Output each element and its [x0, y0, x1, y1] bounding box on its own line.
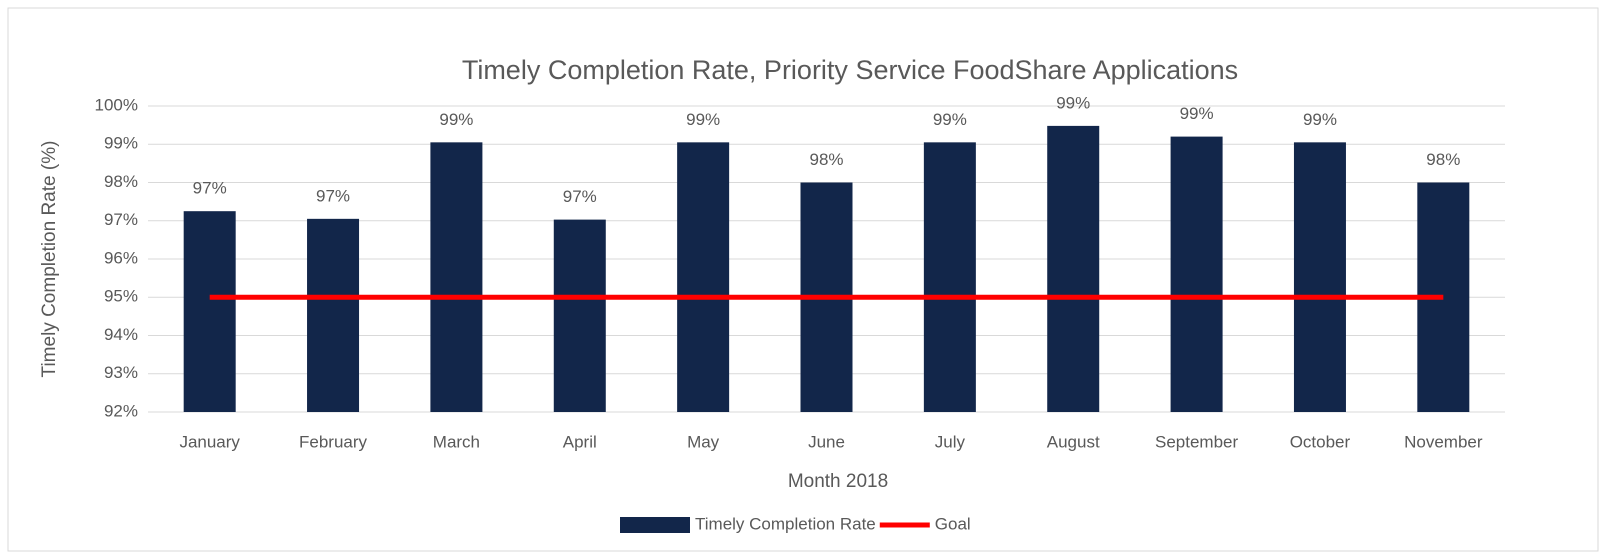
bar	[307, 218, 360, 412]
x-tick-label: February	[299, 432, 368, 451]
x-tick-label: August	[1047, 432, 1100, 451]
x-tick-label: June	[808, 432, 845, 451]
y-tick-label: 93%	[104, 363, 138, 382]
y-tick-label: 96%	[104, 248, 138, 267]
y-tick-label: 94%	[104, 325, 138, 344]
chart-title: Timely Completion Rate, Priority Service…	[462, 55, 1238, 85]
data-label: 97%	[193, 179, 227, 198]
x-tick-label: July	[935, 432, 966, 451]
data-label: 99%	[686, 110, 720, 129]
data-label: 99%	[933, 110, 967, 129]
bar	[430, 142, 483, 412]
legend-swatch	[620, 517, 690, 533]
x-tick-label: April	[563, 432, 597, 451]
x-tick-label: September	[1155, 432, 1238, 451]
bar	[183, 211, 236, 412]
bar	[1047, 125, 1100, 412]
bar	[677, 142, 730, 412]
x-tick-label: November	[1404, 432, 1483, 451]
legend-label: Goal	[935, 514, 971, 533]
data-label: 98%	[809, 150, 843, 169]
bar	[553, 219, 606, 412]
y-tick-label: 92%	[104, 401, 138, 420]
y-tick-label: 97%	[104, 210, 138, 229]
data-label: 99%	[1303, 110, 1337, 129]
legend-label: Timely Completion Rate	[695, 514, 876, 533]
x-tick-label: January	[179, 432, 240, 451]
y-tick-label: 98%	[104, 172, 138, 191]
data-label: 97%	[316, 186, 350, 205]
y-tick-label: 100%	[95, 95, 138, 114]
x-axis-title: Month 2018	[788, 471, 888, 492]
y-tick-label: 95%	[104, 287, 138, 306]
data-label: 99%	[439, 110, 473, 129]
y-axis-title: Timely Completion Rate (%)	[39, 141, 60, 378]
bar	[923, 142, 976, 412]
data-label: 99%	[1180, 104, 1214, 123]
data-label: 97%	[563, 187, 597, 206]
data-label: 98%	[1426, 150, 1460, 169]
x-tick-label: October	[1290, 432, 1351, 451]
data-label: 99%	[1056, 93, 1090, 112]
x-tick-label: March	[433, 432, 480, 451]
bar	[1170, 136, 1223, 412]
bar	[1293, 142, 1346, 412]
x-tick-label: May	[687, 432, 720, 451]
y-tick-label: 99%	[104, 134, 138, 153]
